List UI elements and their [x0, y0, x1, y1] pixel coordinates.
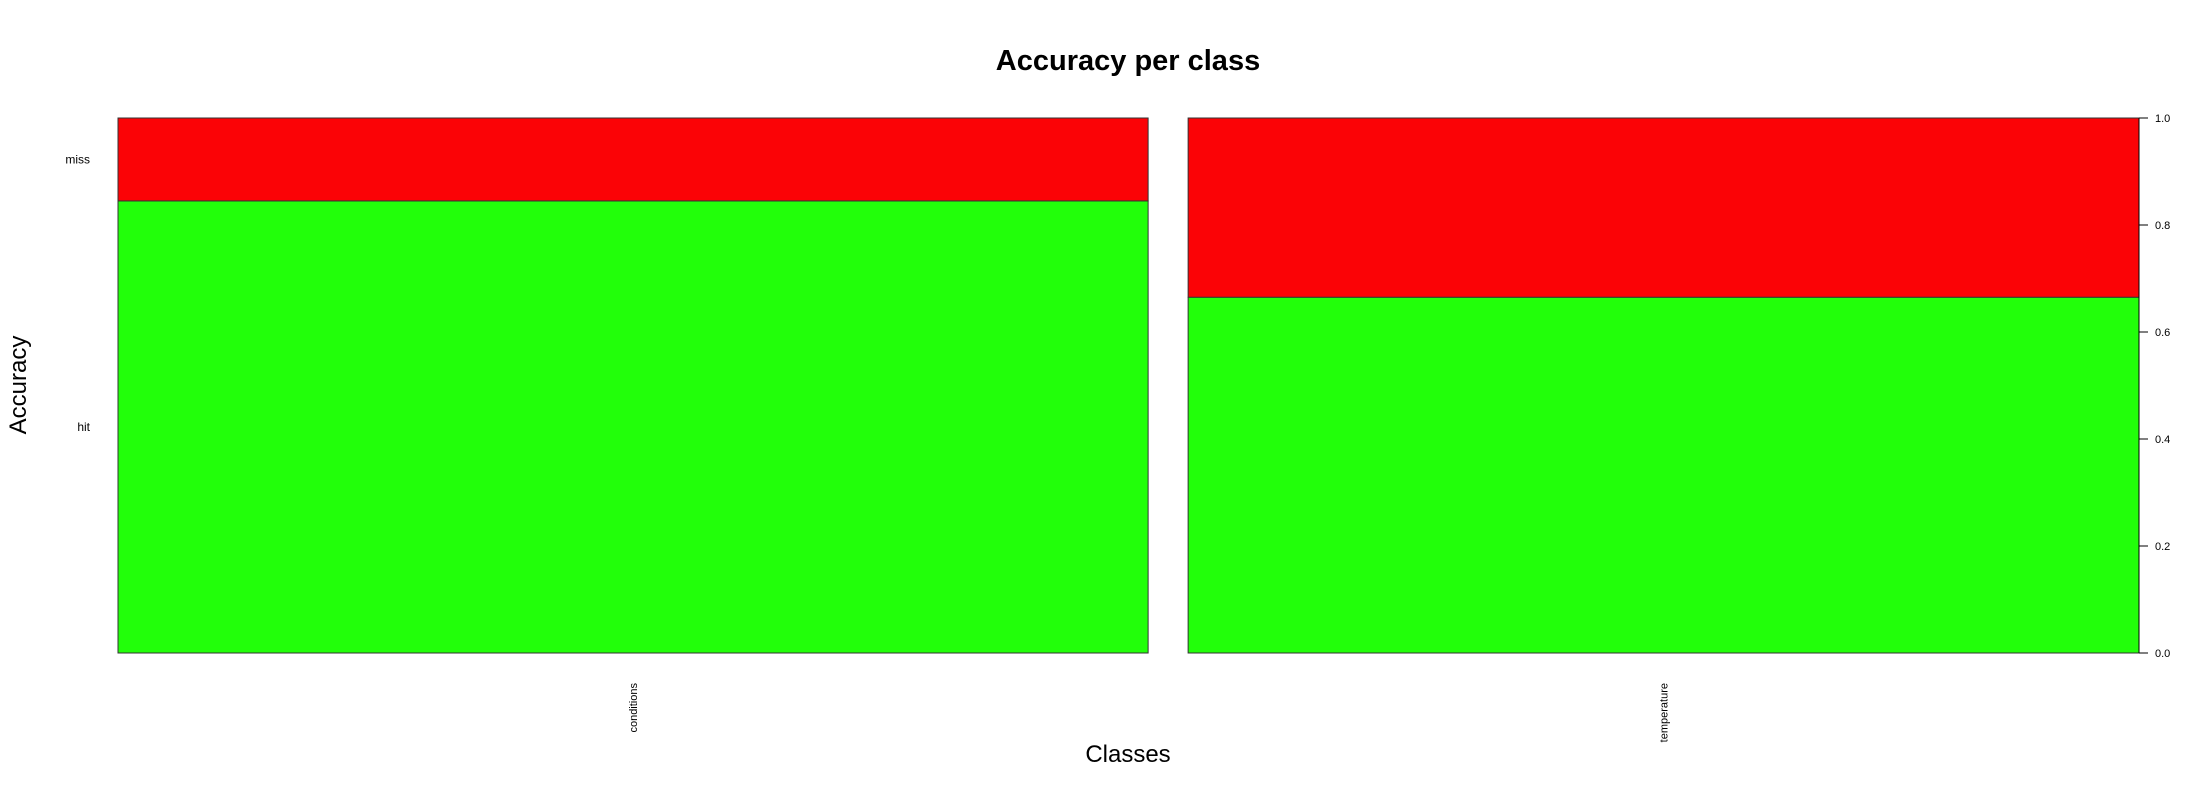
chart-title: Accuracy per class [996, 45, 1260, 77]
bar-miss-conditions [117, 117, 1149, 202]
segment-label-hit: hit [77, 420, 90, 434]
y-tick-label-0.6: 0.6 [2155, 327, 2170, 339]
x-axis-title: Classes [1085, 741, 1170, 768]
bar-hit-conditions [117, 200, 1149, 654]
x-tick-label-temperature: temperature [1659, 683, 1671, 742]
y-tick-label-0.2: 0.2 [2155, 541, 2170, 553]
y-tick-label-0.4: 0.4 [2155, 434, 2170, 446]
y-tick-label-1.0: 1.0 [2155, 113, 2170, 125]
y-tick-label-0.8: 0.8 [2155, 220, 2170, 232]
bar-hit-temperature [1187, 296, 2140, 654]
y-axis-title: Accuracy [5, 336, 32, 435]
bar-miss-temperature [1187, 117, 2140, 298]
y-tick-label-0.0: 0.0 [2155, 648, 2170, 660]
plot-area: conditions temperature hit miss 0.0 0.2 0.4 0.6… [65, 113, 2170, 742]
x-tick-label-conditions: conditions [628, 683, 640, 733]
segment-label-miss: miss [65, 152, 90, 166]
